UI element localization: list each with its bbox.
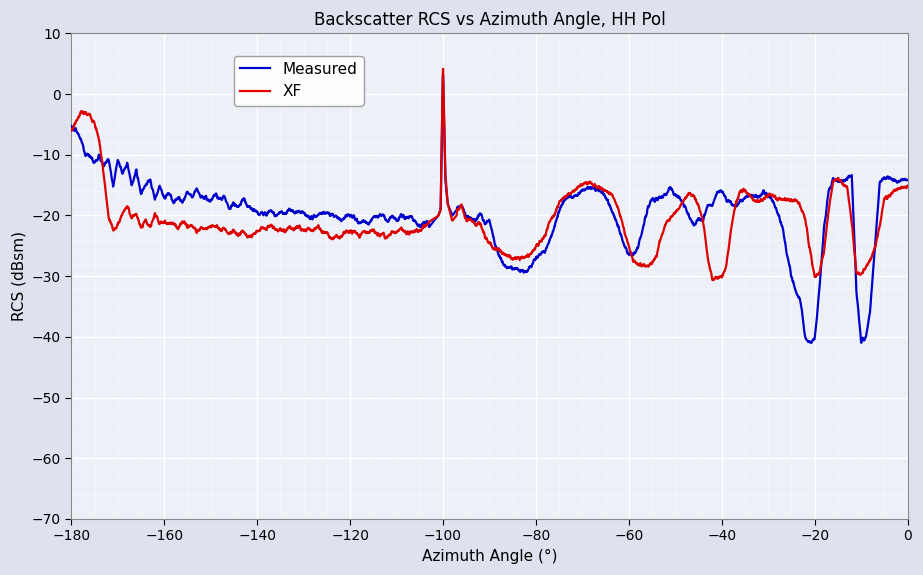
Measured — [586, 184, 597, 191]
XF — [66, 128, 77, 135]
XF — [902, 182, 913, 189]
Measured — [902, 177, 913, 183]
Measured — [571, 192, 582, 199]
Y-axis label: RCS (dBsm): RCS (dBsm) — [11, 231, 26, 321]
XF — [299, 226, 310, 233]
XF — [823, 208, 834, 215]
Measured — [245, 205, 256, 212]
Measured — [856, 339, 867, 346]
Measured — [902, 177, 913, 183]
XF — [245, 232, 256, 239]
Measured — [299, 210, 310, 217]
Measured — [66, 122, 77, 129]
XF — [902, 183, 913, 190]
Measured — [438, 72, 449, 79]
XF — [438, 66, 449, 72]
Line: Measured: Measured — [71, 75, 907, 343]
Title: Backscatter RCS vs Azimuth Angle, HH Pol: Backscatter RCS vs Azimuth Angle, HH Pol — [314, 11, 665, 29]
Line: XF: XF — [71, 69, 907, 280]
XF — [586, 180, 597, 187]
XF — [571, 185, 582, 192]
X-axis label: Azimuth Angle (°): Azimuth Angle (°) — [422, 549, 557, 564]
Legend: Measured, XF: Measured, XF — [234, 56, 364, 105]
XF — [707, 277, 718, 283]
Measured — [822, 189, 833, 196]
